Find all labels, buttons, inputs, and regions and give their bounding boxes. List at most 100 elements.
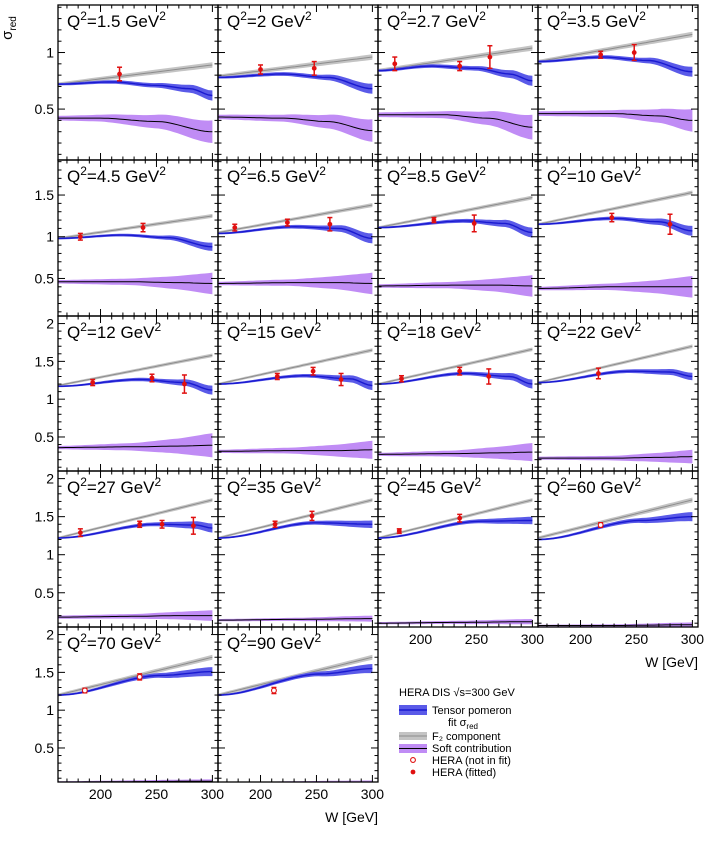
- x-tick-label: 200: [409, 631, 433, 647]
- soft-band: [218, 114, 373, 142]
- panel-plot-area: [538, 497, 693, 627]
- soft-line: [58, 281, 213, 284]
- x-tick-label: 250: [465, 631, 489, 647]
- tensor-band: [58, 667, 213, 696]
- data-point-fitted: [486, 374, 492, 379]
- panel-plot-area: [218, 498, 373, 622]
- y-tick-label: 1.5: [35, 664, 55, 680]
- data-point-fitted: [310, 368, 316, 374]
- data-point-fitted: [117, 71, 122, 77]
- y-tick-label: 0.5: [35, 740, 55, 756]
- f2-line: [58, 499, 213, 539]
- f2-line: [218, 499, 373, 539]
- tensor-line: [378, 519, 533, 539]
- soft-line: [378, 621, 533, 624]
- data-point-fitted: [487, 54, 493, 60]
- panel-title: Q2=4.5 GeV2: [67, 164, 166, 186]
- y-tick-label: 1.5: [35, 509, 55, 525]
- data-point-fitted: [149, 375, 155, 381]
- panels-grid: 0.5 1 Q2=1.5 GeV2 Q2=2 GeV2 Q2=2.7 GeV2 Q2=3.…: [35, 4, 705, 802]
- panel-17: 200 250 300 Q2=90 GeV2: [217, 626, 385, 802]
- panel-title: Q2=90 GeV2: [227, 631, 322, 653]
- f2-line: [218, 56, 373, 77]
- panel-11: Q2=22 GeV2: [537, 315, 699, 472]
- panel-title: Q2=2.7 GeV2: [387, 9, 486, 31]
- data-point-fitted: [327, 221, 333, 227]
- panel-plot-area: [538, 344, 693, 464]
- panel-plot-area: [58, 498, 213, 621]
- data-point-fitted: [596, 371, 601, 376]
- panel-title: Q2=60 GeV2: [547, 475, 642, 497]
- panel-9: Q2=15 GeV2: [217, 315, 379, 472]
- panel-plot-area: [378, 195, 533, 297]
- data-point-fitted: [140, 225, 146, 230]
- x-tick-label: 200: [249, 786, 273, 802]
- tensor-band: [538, 369, 693, 384]
- data-point-fitted: [431, 217, 437, 223]
- panel-8: 0.5 1 1.5 2 Q2=12 GeV2: [35, 315, 219, 472]
- data-point-not-in-fit: [81, 687, 88, 694]
- data-point-fitted: [90, 380, 96, 385]
- tensor-band: [58, 80, 213, 101]
- panel-plot-area: [218, 654, 373, 782]
- tensor-line: [218, 225, 373, 240]
- panel-plot-area: [218, 54, 373, 142]
- y-tick-label: 0.5: [35, 585, 55, 601]
- y-tick-label: 1: [46, 391, 54, 407]
- tensor-line: [538, 56, 693, 73]
- panel-plot-area: [218, 348, 373, 459]
- legend-sublabel-tensor: fit σred: [448, 717, 478, 731]
- data-point-fitted: [399, 376, 404, 382]
- panel-16: 0.5 1 1.5 2 200 250 300 Q2=70 GeV2: [35, 626, 224, 802]
- soft-line: [218, 618, 373, 621]
- data-point-fitted: [457, 63, 463, 69]
- soft-band: [58, 272, 213, 295]
- y-tick-label: 2: [46, 471, 54, 487]
- x-tick-label: 300: [361, 786, 385, 802]
- panel-plot-area: [58, 654, 213, 782]
- legend-label-tensor: Tensor pomeron: [432, 705, 512, 717]
- soft-band: [538, 108, 693, 132]
- soft-line: [538, 286, 693, 289]
- f2-line: [538, 33, 693, 63]
- y-tick-label: 2: [46, 316, 54, 332]
- x-tick-label: 300: [681, 631, 705, 647]
- legend-label-soft: Soft contribution: [432, 743, 512, 755]
- soft-line: [58, 117, 213, 133]
- f2-line: [538, 499, 693, 539]
- panel-plot-area: [378, 44, 533, 140]
- panel-plot-area: [58, 213, 213, 295]
- data-point-fitted: [631, 50, 637, 55]
- x-tick-label: 200: [89, 786, 113, 802]
- tensor-band: [378, 64, 533, 86]
- panel-title: Q2=45 GeV2: [387, 475, 482, 497]
- f2-line: [218, 204, 373, 234]
- y-tick-label: 1: [46, 229, 54, 245]
- soft-line: [378, 451, 533, 455]
- data-point-fitted: [457, 368, 463, 374]
- soft-line: [218, 449, 373, 452]
- tensor-line: [218, 667, 373, 696]
- data-point-fitted: [190, 523, 196, 529]
- legend-title: HERA DIS √s=300 GeV: [399, 687, 515, 699]
- y-tick-label: 1: [46, 547, 54, 563]
- panel-title: Q2=15 GeV2: [227, 320, 322, 342]
- data-point-fitted: [392, 61, 398, 67]
- panel-plot-area: [378, 347, 533, 462]
- f2-line: [58, 215, 213, 239]
- soft-band: [538, 449, 693, 464]
- data-point-fitted: [396, 528, 402, 534]
- soft-line: [538, 113, 693, 121]
- panel-7: Q2=10 GeV2: [537, 159, 699, 317]
- soft-line: [218, 116, 373, 132]
- panel-4: 0.5 1 1.5 Q2=4.5 GeV2: [35, 159, 219, 317]
- soft-band: [378, 275, 533, 297]
- x-axis-label-bottom: W [GeV]: [325, 809, 378, 825]
- x-tick-label: 250: [625, 631, 649, 647]
- panel-1: Q2=2 GeV2: [217, 4, 379, 161]
- legend-marker-not-in-fit: [410, 757, 416, 763]
- data-point-fitted: [284, 220, 290, 225]
- data-point-fitted: [258, 67, 263, 72]
- data-point-fitted: [137, 521, 143, 527]
- soft-band: [58, 610, 213, 621]
